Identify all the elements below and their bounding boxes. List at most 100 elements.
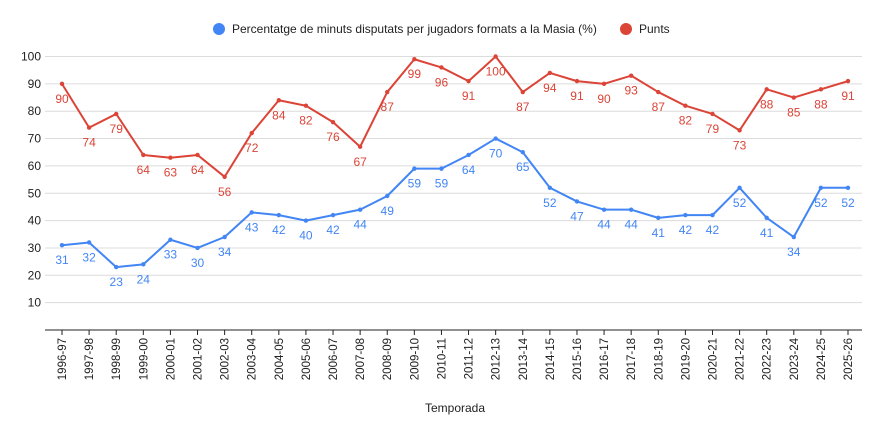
data-label: 84 — [272, 108, 286, 122]
x-tick-label: 2017-18 — [626, 338, 638, 380]
data-label: 88 — [814, 97, 828, 111]
x-tick-label: 2009-10 — [409, 338, 421, 380]
data-label: 87 — [652, 100, 666, 114]
data-point — [520, 89, 525, 95]
data-label: 72 — [245, 141, 259, 155]
data-point — [276, 98, 282, 103]
data-label: 52 — [543, 196, 557, 210]
data-label: 33 — [164, 248, 178, 262]
x-tick-label: 2003-04 — [247, 337, 259, 380]
data-point — [412, 57, 417, 62]
data-label: 40 — [299, 229, 313, 243]
data-label: 52 — [733, 196, 747, 210]
data-label: 59 — [408, 177, 422, 191]
data-point — [195, 245, 200, 251]
series-line — [61, 137, 848, 269]
data-point — [141, 152, 146, 158]
data-label: 88 — [760, 97, 774, 111]
data-label: 67 — [353, 155, 367, 169]
data-label: 52 — [814, 196, 828, 210]
data-point — [791, 95, 796, 100]
data-point — [628, 207, 634, 212]
data-point — [141, 262, 146, 267]
y-tick-label: 40 — [28, 214, 42, 228]
x-tick-label: 2015-16 — [572, 338, 584, 380]
data-point — [764, 215, 769, 221]
y-tick-label: 100 — [21, 50, 41, 64]
x-tick-label: 2007-08 — [355, 338, 367, 380]
data-label: 94 — [543, 81, 557, 95]
x-tick-label: 2008-09 — [382, 338, 394, 380]
y-axis: 10 20 30 40 50 60 70 80 90 100 — [21, 50, 41, 310]
data-label: 44 — [353, 218, 367, 232]
x-tick-label: 2012-13 — [491, 338, 503, 380]
x-tick-label: 2020-21 — [707, 338, 719, 380]
data-label: 87 — [516, 100, 530, 114]
data-point — [493, 54, 498, 59]
data-label: 24 — [137, 272, 151, 286]
data-point — [439, 65, 444, 70]
data-label: 85 — [787, 106, 801, 120]
data-label: 91 — [841, 89, 855, 103]
data-point — [357, 144, 363, 149]
x-tick-label: 2004-05 — [274, 338, 286, 380]
data-label: 90 — [55, 92, 69, 106]
data-label: 99 — [408, 67, 422, 81]
data-point — [222, 234, 227, 240]
data-label: 41 — [652, 226, 666, 240]
data-point — [628, 73, 634, 78]
data-label: 79 — [706, 122, 720, 136]
x-tick-label: 2014-15 — [545, 338, 557, 380]
x-tick-label: 2022-23 — [762, 338, 774, 380]
data-label: 91 — [570, 89, 584, 103]
data-label: 47 — [570, 209, 584, 223]
data-point — [439, 166, 444, 171]
data-point — [574, 78, 580, 84]
data-point — [276, 212, 282, 218]
data-label: 64 — [191, 163, 205, 177]
data-label: 91 — [462, 89, 476, 103]
data-point — [547, 70, 553, 76]
data-point — [520, 150, 525, 155]
data-point — [59, 243, 65, 248]
data-point — [222, 174, 227, 180]
data-point — [764, 87, 769, 92]
x-tick-label: 2010-11 — [436, 338, 448, 379]
x-tick-label: 2005-06 — [301, 338, 313, 380]
data-label: 73 — [733, 138, 747, 152]
data-label: 23 — [110, 275, 124, 289]
data-point — [330, 119, 336, 125]
data-label: 65 — [516, 160, 530, 174]
data-label: 63 — [164, 166, 178, 180]
x-tick-label: 1996-97 — [57, 338, 69, 380]
legend-marker-punts — [620, 23, 632, 35]
data-label: 59 — [435, 177, 449, 191]
data-label: 93 — [624, 84, 638, 98]
series-line — [61, 55, 849, 178]
data-label: 70 — [489, 147, 503, 161]
data-point — [466, 152, 471, 158]
data-point — [303, 103, 309, 108]
x-tick-label: 2013-14 — [518, 337, 530, 380]
data-point — [114, 264, 119, 270]
legend-label-masia: Percentatge de minuts disputats per juga… — [232, 22, 597, 36]
data-point — [656, 215, 661, 221]
data-point — [845, 185, 851, 190]
y-tick-label: 90 — [28, 77, 42, 91]
x-tick-label: 2019-20 — [680, 338, 692, 380]
x-tick-label: 2023-24 — [789, 337, 801, 380]
legend-marker-masia — [213, 23, 225, 35]
data-point — [574, 199, 580, 204]
data-point — [737, 185, 742, 190]
data-point — [710, 111, 715, 117]
data-label: 42 — [706, 223, 720, 237]
data-label: 32 — [82, 250, 96, 264]
data-point — [385, 193, 390, 199]
series-masia: 31 32 23 24 33 30 34 43 42 40 42 44 49 59 59 64 70 65 52 47… — [55, 136, 855, 289]
data-point — [547, 185, 553, 190]
data-point — [385, 89, 390, 95]
gridlines — [45, 56, 862, 304]
data-label: 79 — [110, 122, 124, 136]
data-point — [791, 234, 796, 240]
